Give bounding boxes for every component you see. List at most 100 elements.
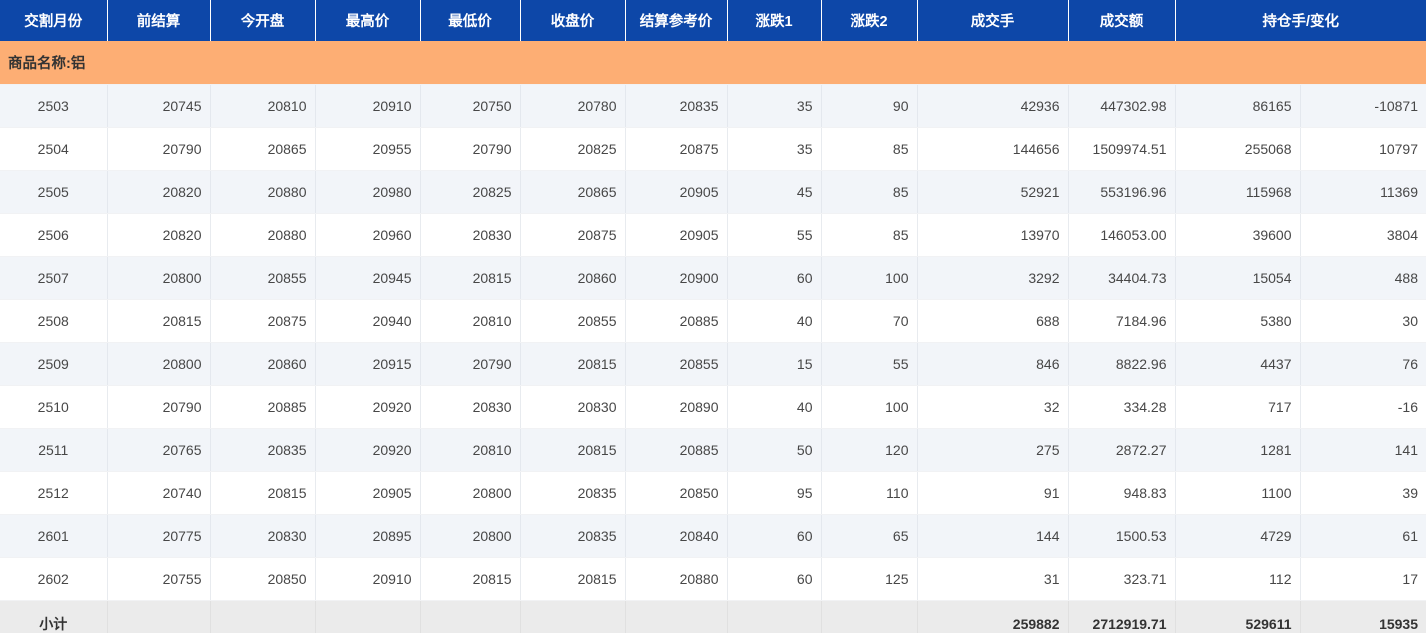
cell-open-interest: 5380	[1175, 299, 1301, 343]
cell-volume: 144	[917, 514, 1069, 558]
cell-low: 20810	[420, 428, 521, 472]
cell-prev-settlement: 20745	[107, 84, 211, 128]
cell-change1: 60	[727, 557, 822, 601]
cell-change1: 45	[727, 170, 822, 214]
cell-low: 20790	[420, 342, 521, 386]
cell-turnover: 1509974.51	[1068, 127, 1176, 171]
cell-prev-settlement: 20755	[107, 557, 211, 601]
cell-close: 20815	[520, 342, 626, 386]
cell-high: 20920	[315, 385, 421, 429]
cell-open-interest: 4729	[1175, 514, 1301, 558]
table-row: 2602 20755 20850 20910 20815 20815 20880 60 125 3…	[0, 557, 1426, 601]
cell-low: 20810	[420, 299, 521, 343]
cell-volume: 42936	[917, 84, 1069, 128]
cell-change2: 85	[821, 127, 918, 171]
header-change2: 涨跌2	[821, 0, 918, 41]
cell-open-interest: 717	[1175, 385, 1301, 429]
cell-delivery-month: 2511	[0, 428, 108, 472]
subtotal-empty-cell	[727, 600, 822, 633]
cell-oi-change: 61	[1300, 514, 1426, 558]
cell-change2: 85	[821, 170, 918, 214]
cell-oi-change: 3804	[1300, 213, 1426, 257]
cell-turnover: 34404.73	[1068, 256, 1176, 300]
table-row: 2505 20820 20880 20980 20825 20865 20905 45 85 52…	[0, 170, 1426, 214]
subtotal-open-interest: 529611	[1175, 600, 1301, 633]
cell-close: 20825	[520, 127, 626, 171]
cell-high: 20920	[315, 428, 421, 472]
header-open: 今开盘	[210, 0, 316, 41]
cell-change2: 65	[821, 514, 918, 558]
subtotal-empty-cell	[315, 600, 421, 633]
cell-close: 20860	[520, 256, 626, 300]
cell-volume: 3292	[917, 256, 1069, 300]
cell-close: 20780	[520, 84, 626, 128]
subtotal-empty-cell	[520, 600, 626, 633]
cell-oi-change: 11369	[1300, 170, 1426, 214]
subtotal-empty-cell	[821, 600, 918, 633]
cell-oi-change: -16	[1300, 385, 1426, 429]
table-row: 2510 20790 20885 20920 20830 20830 20890 40 100 3…	[0, 385, 1426, 429]
cell-prev-settlement: 20800	[107, 256, 211, 300]
cell-delivery-month: 2601	[0, 514, 108, 558]
cell-high: 20955	[315, 127, 421, 171]
cell-turnover: 1500.53	[1068, 514, 1176, 558]
table-row: 2507 20800 20855 20945 20815 20860 20900 60 100 3…	[0, 256, 1426, 300]
cell-change2: 100	[821, 385, 918, 429]
cell-settlement-ref: 20890	[625, 385, 728, 429]
table-row: 2601 20775 20830 20895 20800 20835 20840 60 65 14…	[0, 514, 1426, 558]
table-row: 2511 20765 20835 20920 20810 20815 20885 50 120 2…	[0, 428, 1426, 472]
subtotal-row: 小计 259882 2712919.71 529611 15935	[0, 600, 1426, 633]
cell-prev-settlement: 20800	[107, 342, 211, 386]
cell-settlement-ref: 20835	[625, 84, 728, 128]
cell-oi-change: 10797	[1300, 127, 1426, 171]
cell-turnover: 146053.00	[1068, 213, 1176, 257]
cell-low: 20750	[420, 84, 521, 128]
cell-open: 20865	[210, 127, 316, 171]
header-change1: 涨跌1	[727, 0, 822, 41]
cell-prev-settlement: 20740	[107, 471, 211, 515]
cell-delivery-month: 2509	[0, 342, 108, 386]
cell-open: 20810	[210, 84, 316, 128]
header-prev-settlement: 前结算	[107, 0, 211, 41]
cell-turnover: 334.28	[1068, 385, 1176, 429]
header-open-interest-change: 持仓手/变化	[1175, 0, 1426, 41]
cell-volume: 13970	[917, 213, 1069, 257]
cell-open: 20850	[210, 557, 316, 601]
cell-volume: 846	[917, 342, 1069, 386]
commodity-group-label: 商品名称:铝	[0, 41, 1426, 85]
cell-low: 20815	[420, 557, 521, 601]
cell-turnover: 8822.96	[1068, 342, 1176, 386]
header-turnover: 成交额	[1068, 0, 1176, 41]
cell-settlement-ref: 20840	[625, 514, 728, 558]
subtotal-empty-cell	[625, 600, 728, 633]
cell-oi-change: 17	[1300, 557, 1426, 601]
cell-volume: 32	[917, 385, 1069, 429]
cell-open-interest: 255068	[1175, 127, 1301, 171]
cell-high: 20980	[315, 170, 421, 214]
cell-prev-settlement: 20820	[107, 213, 211, 257]
cell-open: 20830	[210, 514, 316, 558]
cell-delivery-month: 2508	[0, 299, 108, 343]
subtotal-empty-cell	[107, 600, 211, 633]
cell-low: 20830	[420, 213, 521, 257]
cell-turnover: 553196.96	[1068, 170, 1176, 214]
cell-low: 20825	[420, 170, 521, 214]
cell-change1: 60	[727, 256, 822, 300]
cell-prev-settlement: 20790	[107, 127, 211, 171]
cell-high: 20915	[315, 342, 421, 386]
cell-volume: 91	[917, 471, 1069, 515]
cell-low: 20800	[420, 514, 521, 558]
cell-prev-settlement: 20790	[107, 385, 211, 429]
cell-prev-settlement: 20815	[107, 299, 211, 343]
cell-open: 20875	[210, 299, 316, 343]
cell-turnover: 2872.27	[1068, 428, 1176, 472]
header-volume: 成交手	[917, 0, 1069, 41]
cell-volume: 275	[917, 428, 1069, 472]
cell-settlement-ref: 20900	[625, 256, 728, 300]
cell-delivery-month: 2503	[0, 84, 108, 128]
cell-low: 20790	[420, 127, 521, 171]
cell-close: 20875	[520, 213, 626, 257]
cell-open: 20885	[210, 385, 316, 429]
